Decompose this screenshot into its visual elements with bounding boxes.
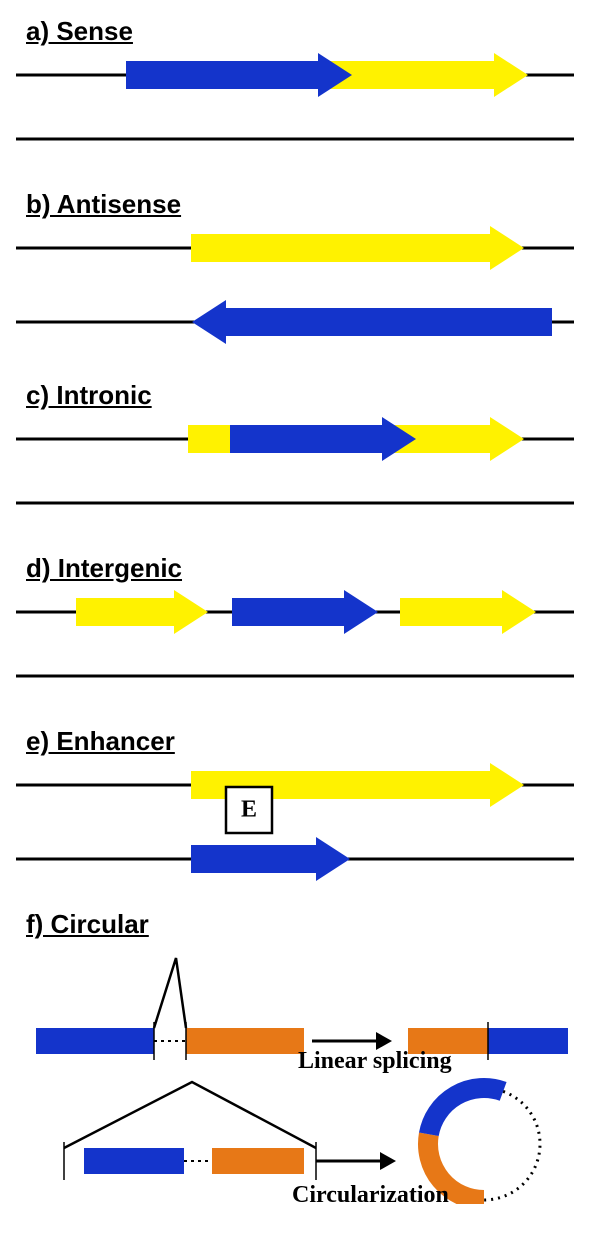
panel-circular: f) Circular Linear splicing Circularizati… [16, 909, 574, 1204]
panel-sense: a) Sense [16, 16, 574, 161]
svg-text:Linear splicing: Linear splicing [298, 1048, 452, 1074]
panel-enhancer: e) Enhancer E [16, 726, 574, 881]
diagram-intronic [16, 415, 574, 525]
panel-antisense: b) Antisense [16, 189, 574, 352]
svg-text:Circularization: Circularization [292, 1182, 449, 1204]
diagram-antisense [16, 224, 574, 352]
diagram-circular: Linear splicing Circularization [16, 944, 574, 1204]
diagram-sense [16, 51, 574, 161]
diagram-intergenic [16, 588, 574, 698]
panel-title-e: e) Enhancer [26, 726, 574, 757]
svg-text:E: E [241, 797, 257, 823]
panel-intronic: c) Intronic [16, 380, 574, 525]
diagram-enhancer: E [16, 761, 574, 881]
panel-title-f: f) Circular [26, 909, 574, 940]
panel-title-a: a) Sense [26, 16, 574, 47]
panel-intergenic: d) Intergenic [16, 553, 574, 698]
panel-title-d: d) Intergenic [26, 553, 574, 584]
panel-title-c: c) Intronic [26, 380, 574, 411]
panel-title-b: b) Antisense [26, 189, 574, 220]
